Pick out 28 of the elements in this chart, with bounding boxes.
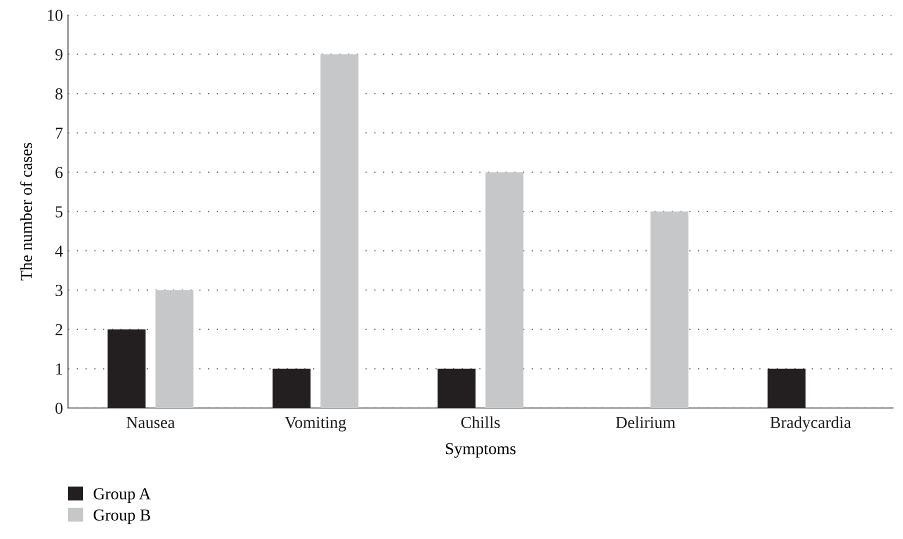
bar	[108, 329, 146, 408]
y-axis-title: The number of cases	[20, 142, 32, 280]
bar	[768, 368, 806, 408]
x-tick-label: Bradycardia	[770, 416, 851, 432]
bar	[485, 172, 524, 408]
y-tick-label: 6	[56, 166, 63, 178]
x-tick-label: Nausea	[126, 416, 175, 428]
y-tick-label: 7	[56, 128, 63, 139]
x-tick-label: Delirium	[616, 416, 676, 428]
x-tick-label: Chills	[461, 416, 500, 428]
y-tick-label: 4	[55, 246, 63, 257]
y-tick-label: 2	[56, 324, 62, 336]
y-tick-label: 10	[48, 10, 63, 21]
bar	[320, 54, 358, 408]
y-tick-label: 0	[55, 402, 63, 414]
y-tick-label: 5	[56, 206, 62, 218]
legend-label: Group A	[94, 488, 151, 503]
legend-label: Group B	[94, 509, 150, 524]
bar	[650, 212, 688, 408]
y-tick-label: 8	[55, 88, 63, 100]
y-tick-label: 1	[56, 363, 62, 374]
bar	[272, 368, 311, 408]
y-tick-label: 3	[56, 284, 62, 296]
x-tick-label: Vomiting	[284, 416, 346, 432]
x-axis-title: Symptoms	[446, 443, 516, 458]
bar	[438, 368, 476, 408]
y-tick-label: 9	[55, 49, 62, 60]
bar	[155, 290, 194, 408]
